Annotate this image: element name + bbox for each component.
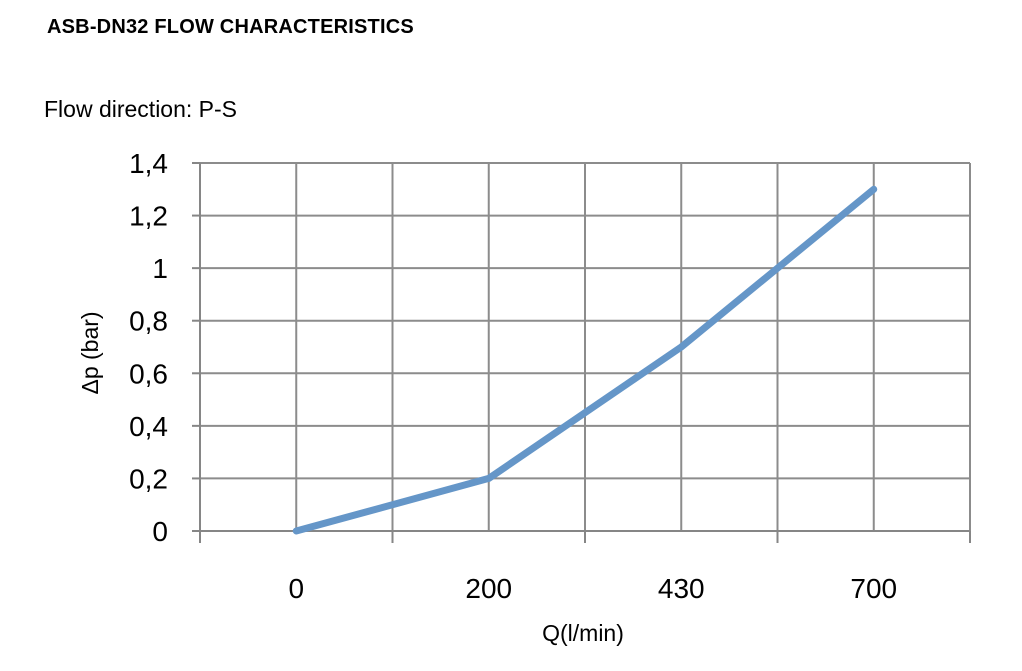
- y-tick-label: 1,2: [129, 201, 168, 232]
- y-axis-title: Δp (bar): [77, 311, 103, 394]
- y-tick-label: 1: [152, 253, 168, 284]
- y-tick-label: 0,2: [129, 463, 168, 494]
- x-tick-label: 430: [658, 573, 705, 604]
- x-axis-title: Q(l/min): [542, 620, 624, 646]
- x-tick-label: 0: [288, 573, 304, 604]
- y-tick-label: 0,4: [129, 411, 168, 442]
- y-tick-label: 0: [152, 516, 168, 547]
- series-line: [292, 185, 878, 535]
- chart-title: ASB-DN32 FLOW CHARACTERISTICS: [47, 16, 414, 38]
- y-tick-label: 0,8: [129, 306, 168, 337]
- chart-subtitle: Flow direction: P-S: [44, 96, 238, 122]
- x-tick-label: 700: [850, 573, 897, 604]
- y-tick-label: 0,6: [129, 358, 168, 389]
- x-tick-label: 200: [465, 573, 512, 604]
- y-tick-label: 1,4: [129, 148, 168, 179]
